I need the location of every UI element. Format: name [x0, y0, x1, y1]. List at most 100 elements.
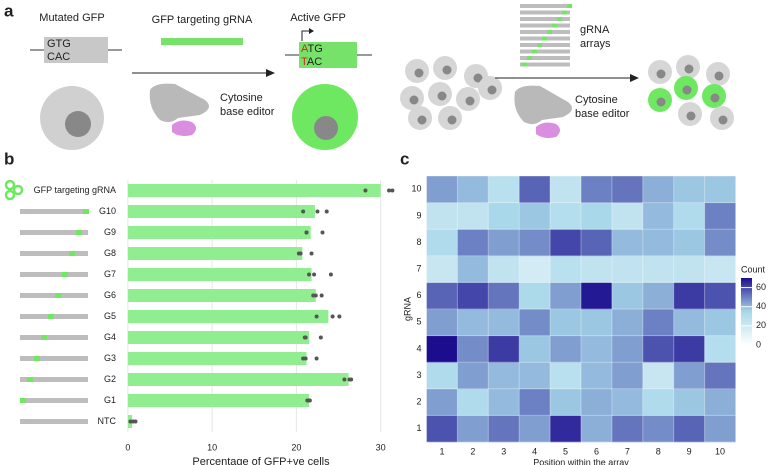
cell	[642, 415, 674, 443]
label: arrays	[580, 38, 611, 50]
cell	[611, 415, 644, 443]
label: Cytosine	[220, 92, 263, 104]
cell	[488, 309, 520, 336]
spacer	[542, 36, 547, 41]
replicate	[312, 272, 317, 277]
y-tick-label: G6	[104, 290, 116, 300]
cell	[457, 229, 489, 257]
y-tick-label: G10	[99, 206, 116, 216]
bases: AC	[307, 56, 322, 68]
cell	[519, 282, 551, 310]
cells	[648, 55, 734, 130]
replicate	[298, 251, 303, 256]
arrow-head	[309, 28, 314, 34]
label: Cytosine	[575, 94, 618, 106]
cell	[550, 335, 582, 363]
spacer	[547, 30, 552, 34]
cell	[550, 255, 582, 283]
colorbar-label: 0	[756, 339, 761, 349]
array	[520, 23, 570, 28]
icon-spacer	[76, 230, 82, 235]
array	[520, 49, 570, 54]
replicate	[342, 377, 347, 382]
replicate	[307, 272, 312, 277]
replicate	[315, 209, 320, 214]
cell	[642, 202, 674, 230]
y-tick-label: G2	[104, 374, 116, 384]
panel-label: a	[4, 1, 14, 20]
cell	[704, 255, 736, 283]
replicate	[328, 272, 333, 277]
bar	[127, 289, 316, 302]
x-axis-label: Position within the array	[533, 457, 629, 465]
gene-box	[299, 42, 357, 68]
cell	[519, 255, 551, 283]
spacer	[552, 23, 557, 28]
codon: CAC	[47, 51, 70, 63]
cell	[550, 176, 582, 203]
y-tick-label: 3	[416, 370, 421, 380]
nucleus	[314, 116, 338, 140]
cell	[673, 176, 705, 203]
cell	[704, 229, 736, 257]
y-tick-label: 9	[416, 210, 421, 220]
bar	[127, 331, 310, 344]
nucleus	[656, 69, 666, 79]
bar	[127, 352, 307, 365]
edited-base: T	[301, 56, 308, 68]
label: base editor	[220, 106, 275, 118]
cell	[581, 362, 613, 390]
cell	[581, 415, 613, 443]
y-tick-label: 8	[416, 237, 421, 247]
promoter	[301, 30, 312, 41]
cell	[519, 335, 551, 363]
nucleus	[442, 65, 452, 75]
cell	[426, 255, 458, 283]
spacer	[522, 62, 527, 67]
replicate	[303, 356, 308, 361]
nucleus	[437, 91, 447, 101]
cell	[457, 176, 489, 203]
replicate	[133, 419, 138, 424]
y-tick-label: G4	[104, 332, 116, 342]
cell	[457, 335, 489, 363]
cell	[581, 282, 613, 310]
colorbar-label: 60	[756, 282, 766, 292]
icon-spacer	[69, 251, 75, 256]
cell	[488, 229, 520, 257]
replicate	[318, 335, 323, 340]
y-tick-label: G7	[104, 269, 116, 279]
icon-array	[20, 419, 88, 424]
cell	[488, 362, 520, 390]
cell	[457, 309, 489, 336]
cell	[704, 282, 736, 310]
spacer	[557, 17, 562, 21]
cell	[519, 176, 551, 203]
label: base editor	[575, 108, 630, 120]
colorbar-title: Count	[741, 264, 766, 274]
arrow-head	[630, 74, 639, 82]
cell	[426, 388, 458, 416]
cell	[488, 415, 520, 443]
spacer	[537, 43, 542, 47]
replicate	[307, 398, 312, 403]
cell	[426, 362, 458, 390]
replicate	[303, 335, 308, 340]
icon-spacer	[34, 356, 40, 361]
deaminase	[536, 122, 560, 138]
replicate	[314, 314, 319, 319]
nucleus	[718, 115, 728, 125]
bar	[127, 205, 315, 218]
replicate	[387, 188, 392, 193]
nucleus	[447, 115, 457, 125]
icon-array	[20, 377, 88, 382]
replicate	[319, 293, 324, 298]
cell	[673, 255, 705, 283]
cell	[426, 176, 458, 203]
x-tick-label: 5	[563, 446, 568, 456]
cell	[457, 362, 489, 390]
cell	[642, 255, 674, 283]
array	[520, 56, 570, 60]
array	[520, 4, 570, 8]
nucleus	[682, 85, 692, 95]
